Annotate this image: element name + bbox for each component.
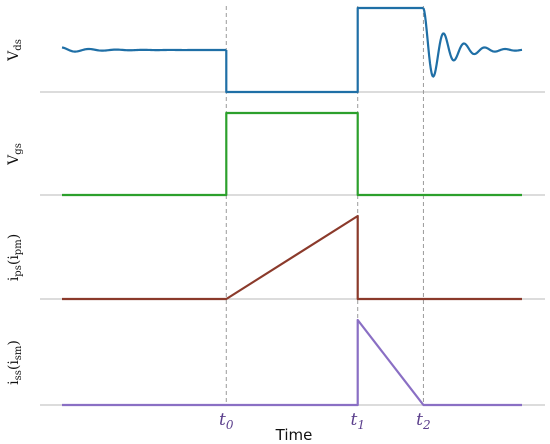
y-label-iss: iss(ism) xyxy=(6,340,24,385)
series-ips-segment-0 xyxy=(62,214,522,301)
grid-layer xyxy=(40,6,545,406)
y-label-ips: ips(ipm) xyxy=(6,234,24,281)
panel-vds xyxy=(61,6,523,94)
x-axis-label: Time xyxy=(275,426,313,444)
y-label-vgs: Vgs xyxy=(6,143,24,166)
series-vds-segment-2 xyxy=(422,7,523,78)
panel-iss xyxy=(62,318,522,407)
event-label-t1: t1 xyxy=(350,410,364,432)
series-vds-segment-0 xyxy=(61,46,227,53)
event-label-t2: t2 xyxy=(416,410,430,432)
panel-ips xyxy=(62,214,522,301)
series-vgs-segment-0 xyxy=(62,111,522,197)
y-label-vds: Vds xyxy=(6,39,24,62)
labels-layer: t0 t1 t2 Vds Vgs ips(ipm) iss(ism) xyxy=(6,39,431,432)
event-label-t0: t0 xyxy=(219,410,234,432)
panels-layer xyxy=(61,6,523,407)
panel-vgs xyxy=(62,111,522,197)
series-iss-segment-0 xyxy=(62,318,522,407)
series-vds-segment-1 xyxy=(225,6,424,94)
